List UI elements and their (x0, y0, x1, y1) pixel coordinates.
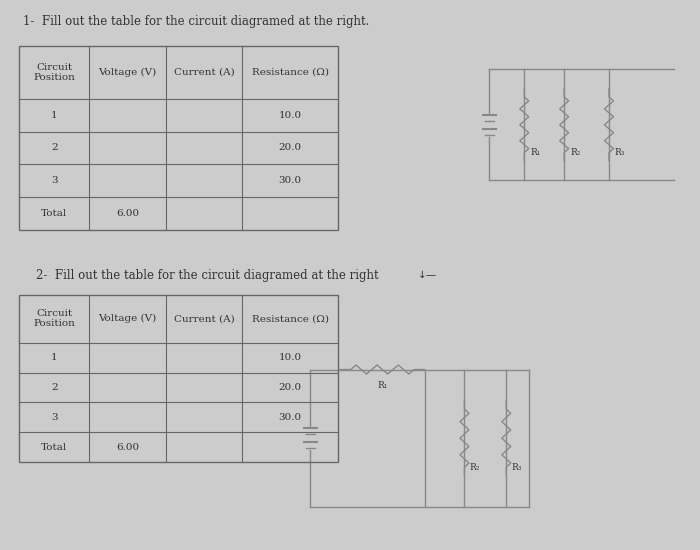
Bar (20, 295, 338, 462)
Text: 1: 1 (51, 353, 57, 362)
Bar (20, 46, 338, 230)
Text: Total: Total (41, 443, 67, 452)
Text: Current (A): Current (A) (174, 314, 234, 323)
Text: R₁: R₁ (531, 147, 540, 157)
Text: 10.0: 10.0 (279, 353, 302, 362)
Text: 6.00: 6.00 (116, 209, 139, 218)
Text: 2-  Fill out the table for the circuit diagramed at the right: 2- Fill out the table for the circuit di… (36, 268, 379, 282)
Text: 30.0: 30.0 (279, 413, 302, 422)
Text: Resistance (Ω): Resistance (Ω) (252, 68, 329, 77)
Text: 1: 1 (51, 111, 57, 119)
Text: 10.0: 10.0 (279, 111, 302, 119)
Text: 2: 2 (51, 144, 57, 152)
Text: 3: 3 (51, 413, 57, 422)
Text: R₂: R₂ (570, 147, 580, 157)
Text: 2: 2 (51, 383, 57, 392)
Text: R₃: R₃ (615, 147, 625, 157)
Text: ↓—: ↓— (418, 270, 437, 280)
Text: 3: 3 (51, 177, 57, 185)
Text: R₁: R₁ (377, 382, 388, 390)
Text: Circuit
Position: Circuit Position (34, 63, 76, 82)
Text: 1-  Fill out the table for the circuit diagramed at the right.: 1- Fill out the table for the circuit di… (23, 15, 370, 28)
Text: Voltage (V): Voltage (V) (99, 68, 157, 77)
Text: 20.0: 20.0 (279, 383, 302, 392)
Text: Circuit
Position: Circuit Position (34, 309, 76, 328)
Text: Voltage (V): Voltage (V) (99, 314, 157, 323)
Text: Resistance (Ω): Resistance (Ω) (252, 314, 329, 323)
Text: Total: Total (41, 209, 67, 218)
Text: R₂: R₂ (470, 463, 480, 471)
Text: 6.00: 6.00 (116, 443, 139, 452)
Text: 20.0: 20.0 (279, 144, 302, 152)
Text: Current (A): Current (A) (174, 68, 234, 77)
Text: 30.0: 30.0 (279, 177, 302, 185)
Text: R₃: R₃ (511, 463, 522, 471)
